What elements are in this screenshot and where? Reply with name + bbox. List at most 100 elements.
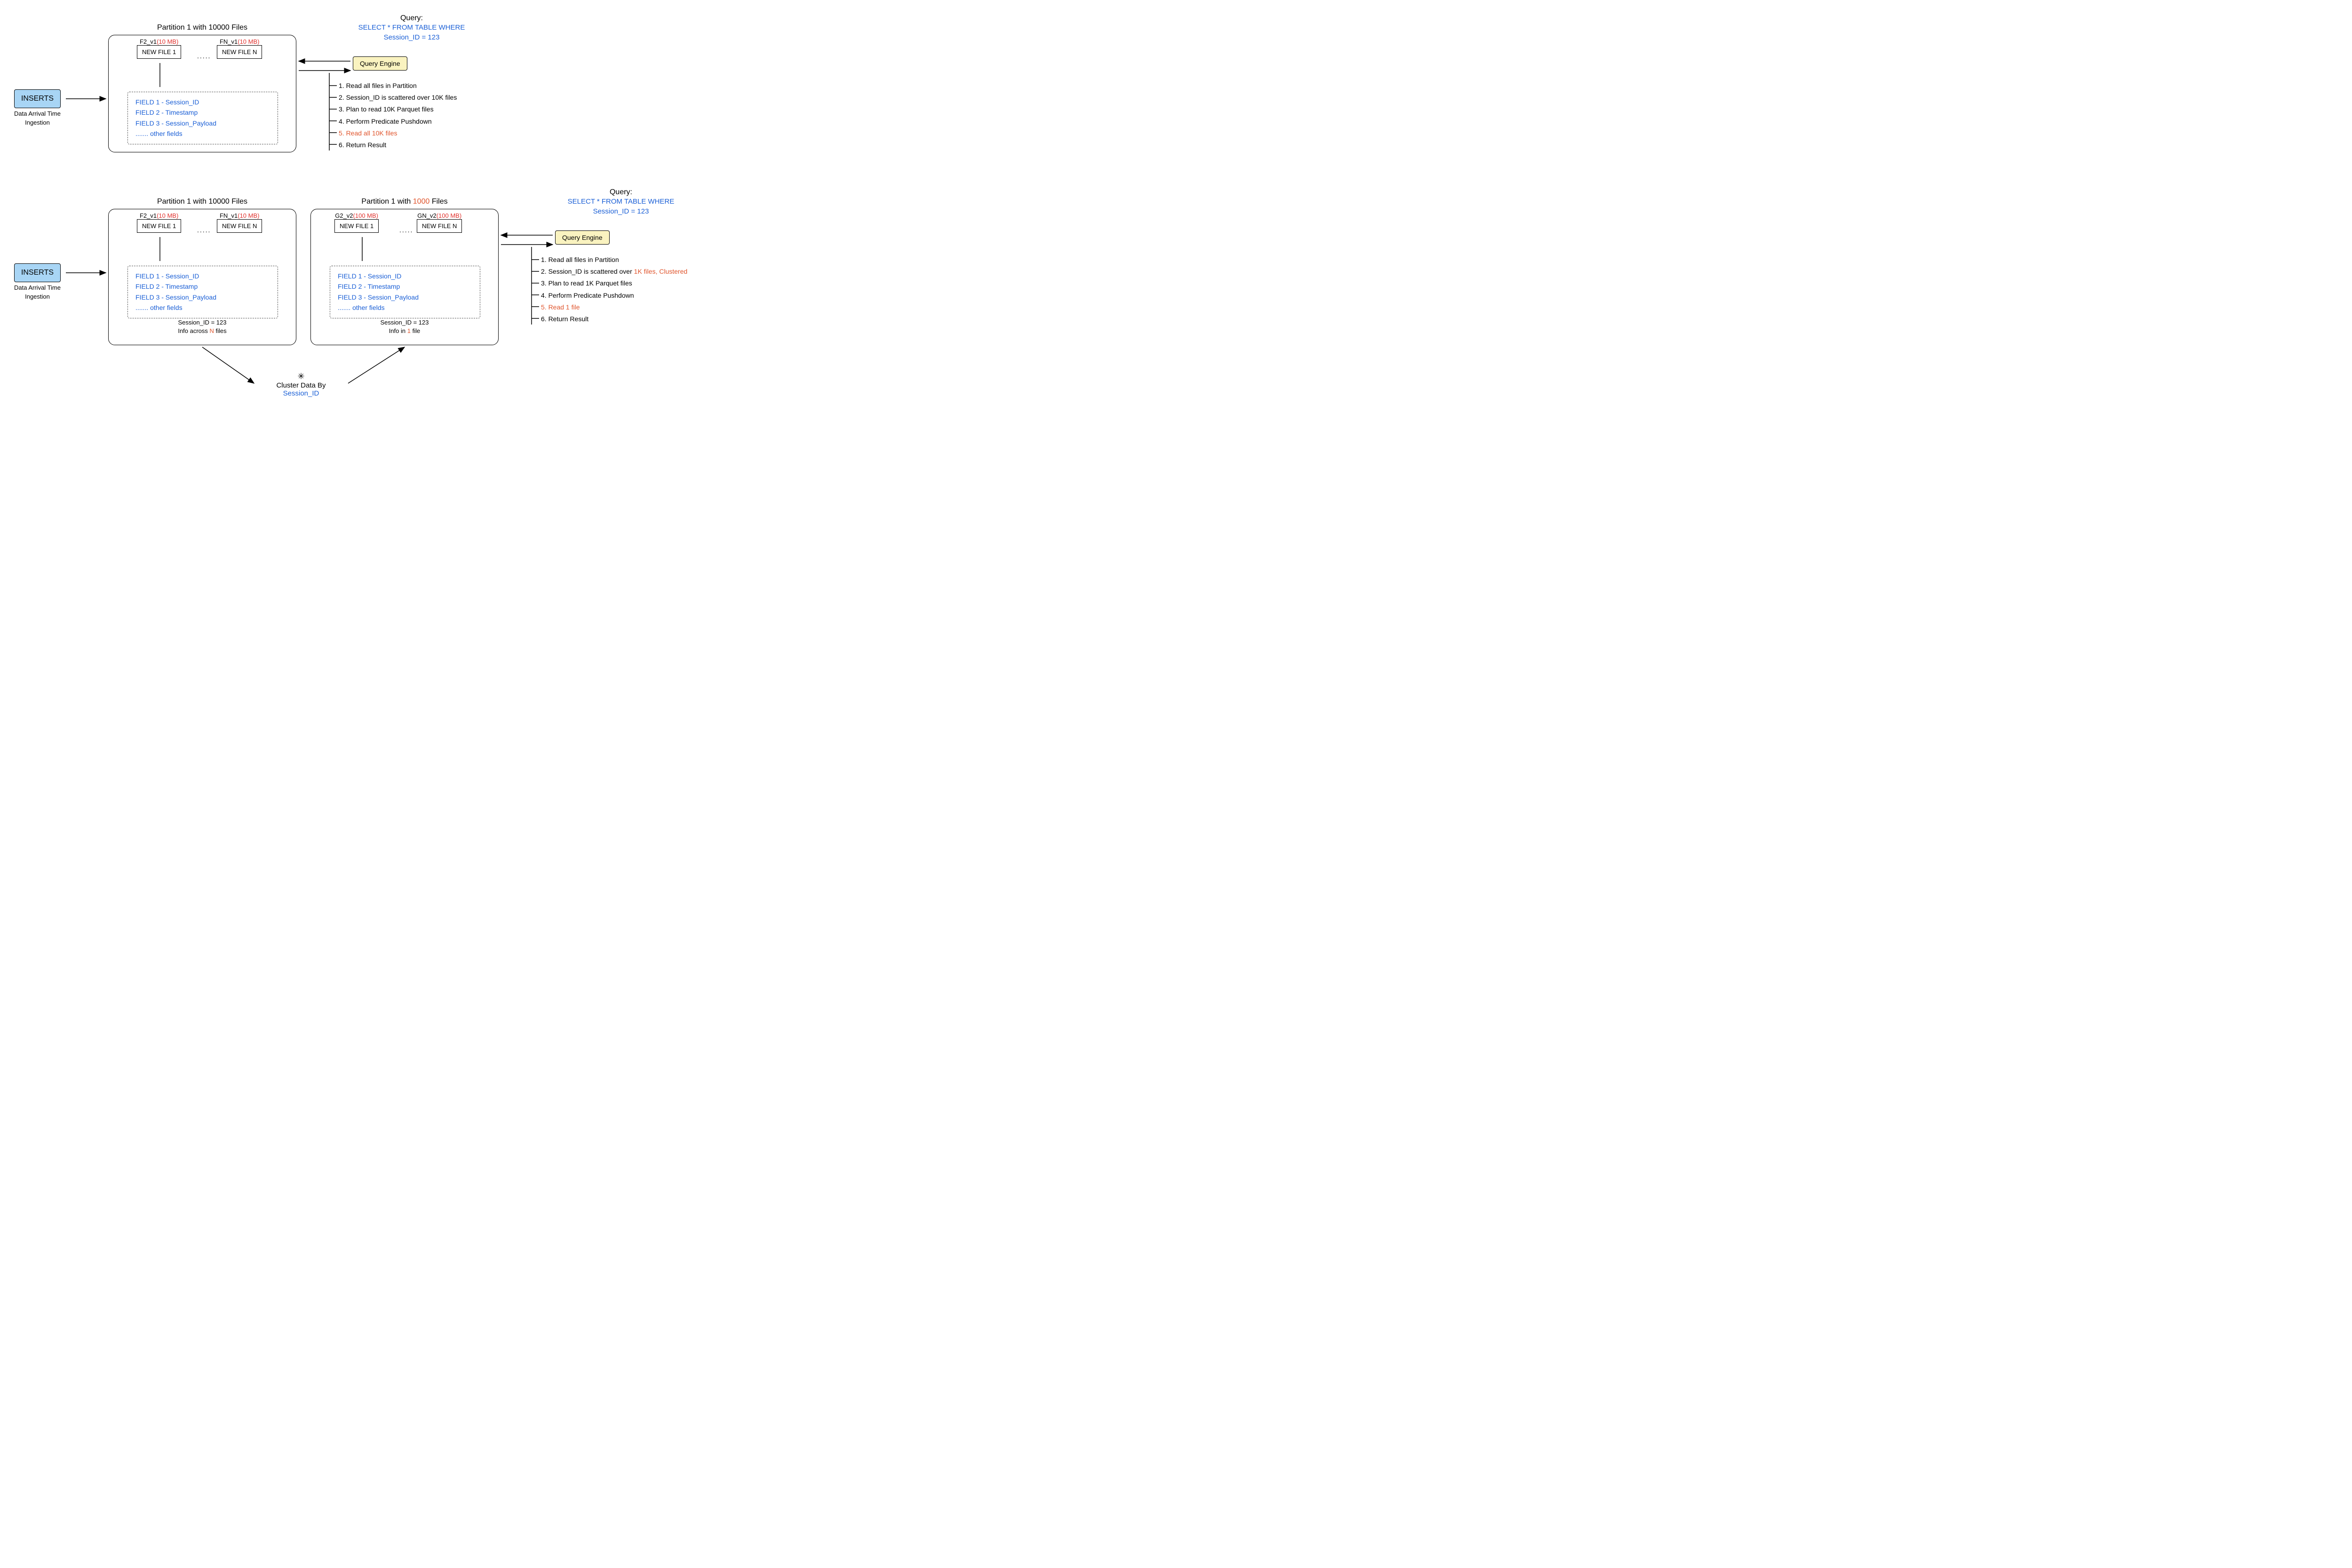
top-query-engine-label: Query Engine xyxy=(360,60,400,67)
bl-filen-box: NEW FILE N xyxy=(217,219,262,233)
top-field-1: FIELD 1 - Session_ID xyxy=(135,97,270,107)
top-field-4: ....... other fields xyxy=(135,128,270,139)
br-partition-title: Partition 1 with 1000 Files xyxy=(310,198,499,206)
top-step-3: 3. Plan to read 10K Parquet files xyxy=(339,103,457,115)
bl-file1-size: (10 MB) xyxy=(157,212,178,219)
bl-field-1: FIELD 1 - Session_ID xyxy=(135,271,270,281)
bl-info-post: files xyxy=(214,327,227,334)
inserts-sub2-b: Ingestion xyxy=(14,293,61,300)
b-step-2: 2. Session_ID is scattered over 1K files… xyxy=(541,266,687,277)
br-info-n: 1 xyxy=(407,327,411,334)
b-step-3: 3. Plan to read 1K Parquet files xyxy=(541,277,687,289)
inserts-group-bottom: INSERTS Data Arrival Time Ingestion xyxy=(14,263,61,300)
br-info-pre: Session_ID = 123 xyxy=(381,319,429,326)
top-field-2: FIELD 2 - Timestamp xyxy=(135,107,270,118)
top-steps: 1. Read all files in Partition 2. Sessio… xyxy=(339,80,457,151)
top-partition-group: Partition 1 with 10000 Files F2_v1(10 MB… xyxy=(108,24,296,152)
top-step-2: 2. Session_ID is scattered over 10K file… xyxy=(339,92,457,103)
br-info: Session_ID = 123 Info in 1 file xyxy=(311,318,498,335)
bottom-query-engine: Query Engine xyxy=(555,230,610,245)
br-file1-label: G2_v2(100 MB) xyxy=(334,212,379,219)
top-file1-label: F2_v1(10 MB) xyxy=(137,38,181,45)
bl-info-n: N xyxy=(210,327,214,334)
inserts-box: INSERTS xyxy=(14,89,61,108)
br-ellipsis: ..... xyxy=(399,226,413,234)
b-step-6: 6. Return Result xyxy=(541,313,687,325)
br-field-4: ....... other fields xyxy=(338,302,472,313)
bottom-query-group: Query: SELECT * FROM TABLE WHERE Session… xyxy=(522,188,720,216)
bl-filen-label: FN_v1(10 MB) xyxy=(217,212,262,219)
bl-info-pre: Session_ID = 123 xyxy=(178,319,227,326)
inserts-sub1-b: Data Arrival Time xyxy=(14,284,61,291)
bl-field-2: FIELD 2 - Timestamp xyxy=(135,281,270,292)
bottom-left-partition-group: Partition 1 with 10000 Files F2_v1(10 MB… xyxy=(108,198,296,345)
top-query-group: Query: SELECT * FROM TABLE WHERE Session… xyxy=(310,14,513,42)
inserts-label: INSERTS xyxy=(21,95,54,103)
cluster-line1: Cluster Data By xyxy=(254,381,348,389)
bottom-sql-line1: SELECT * FROM TABLE WHERE xyxy=(568,198,675,206)
bottom-steps: 1. Read all files in Partition 2. Sessio… xyxy=(541,254,687,325)
b-step-1: 1. Read all files in Partition xyxy=(541,254,687,266)
bottom-query-heading: Query: xyxy=(522,188,720,197)
bl-info: Session_ID = 123 Info across N files xyxy=(109,318,296,335)
inserts-box-bottom: INSERTS xyxy=(14,263,61,282)
bl-info-line: Info across xyxy=(178,327,209,334)
top-step-4: 4. Perform Predicate Pushdown xyxy=(339,116,457,127)
bl-field-4: ....... other fields xyxy=(135,302,270,313)
br-info-post: file xyxy=(411,327,420,334)
top-filen-label: FN_v1(10 MB) xyxy=(217,38,262,45)
bl-file1-label: F2_v1(10 MB) xyxy=(137,212,181,219)
bl-partition-box: F2_v1(10 MB) NEW FILE 1 ..... FN_v1(10 M… xyxy=(108,209,296,345)
top-step-1: 1. Read all files in Partition xyxy=(339,80,457,92)
bl-ellipsis: ..... xyxy=(197,226,211,234)
bl-filen-prefix: FN_v1 xyxy=(220,212,238,219)
top-field-3: FIELD 3 - Session_Payload xyxy=(135,118,270,128)
cluster-icon: ✳ xyxy=(254,372,348,381)
bottom-sql-line2: Session_ID = 123 xyxy=(593,207,649,215)
top-file1-box: NEW FILE 1 xyxy=(137,45,181,59)
bl-field-3: FIELD 3 - Session_Payload xyxy=(135,292,270,302)
top-file1-prefix: F2_v1 xyxy=(140,38,157,45)
bl-file1-box: NEW FILE 1 xyxy=(137,219,181,233)
br-field-2: FIELD 2 - Timestamp xyxy=(338,281,472,292)
bottom-query-sql: SELECT * FROM TABLE WHERE Session_ID = 1… xyxy=(522,197,720,216)
top-filen-box: NEW FILE N xyxy=(217,45,262,59)
inserts-sub1: Data Arrival Time xyxy=(14,110,61,117)
top-files-ellipsis: ..... xyxy=(197,52,211,60)
top-file1-size: (10 MB) xyxy=(157,38,178,45)
top-step-6: 6. Return Result xyxy=(339,139,457,151)
br-fields-box: FIELD 1 - Session_ID FIELD 2 - Timestamp… xyxy=(330,266,480,318)
br-filen-size: (100 MB) xyxy=(437,212,461,219)
br-field-1: FIELD 1 - Session_ID xyxy=(338,271,472,281)
inserts-sub2: Ingestion xyxy=(14,119,61,126)
bottom-query-engine-label: Query Engine xyxy=(562,234,603,241)
top-step-5: 5. Read all 10K files xyxy=(339,127,457,139)
top-partition-box: F2_v1(10 MB) NEW FILE 1 ..... FN_v1(10 M… xyxy=(108,35,296,152)
br-file1-prefix: G2_v2 xyxy=(335,212,353,219)
br-filen-box: NEW FILE N xyxy=(417,219,462,233)
top-query-sql: SELECT * FROM TABLE WHERE Session_ID = 1… xyxy=(310,23,513,42)
top-query-engine: Query Engine xyxy=(353,56,407,71)
top-sql-line2: Session_ID = 123 xyxy=(384,33,440,41)
b-step-4: 4. Perform Predicate Pushdown xyxy=(541,290,687,301)
cluster-line2: Session_ID xyxy=(254,389,348,397)
br-filen-prefix: GN_v2 xyxy=(417,212,436,219)
br-title-hl: 1000 xyxy=(413,198,430,206)
top-filen-size: (10 MB) xyxy=(238,38,259,45)
top-partition-title: Partition 1 with 10000 Files xyxy=(108,24,296,32)
top-query-heading: Query: xyxy=(310,14,513,23)
inserts-group-top: INSERTS Data Arrival Time Ingestion xyxy=(14,89,61,126)
br-partition-box: G2_v2(100 MB) NEW FILE 1 ..... GN_v2(100… xyxy=(310,209,499,345)
diagram-canvas: INSERTS Data Arrival Time Ingestion Part… xyxy=(9,9,724,404)
top-filen-prefix: FN_v1 xyxy=(220,38,238,45)
br-file1-size: (100 MB) xyxy=(353,212,378,219)
br-file1-box: NEW FILE 1 xyxy=(334,219,379,233)
bl-fields-box: FIELD 1 - Session_ID FIELD 2 - Timestamp… xyxy=(127,266,278,318)
top-fields-box: FIELD 1 - Session_ID FIELD 2 - Timestamp… xyxy=(127,92,278,144)
bottom-right-partition-group: Partition 1 with 1000 Files G2_v2(100 MB… xyxy=(310,198,499,345)
bl-filen-size: (10 MB) xyxy=(238,212,259,219)
inserts-label-b: INSERTS xyxy=(21,269,54,277)
br-field-3: FIELD 3 - Session_Payload xyxy=(338,292,472,302)
cluster-label-group: ✳ Cluster Data By Session_ID xyxy=(254,372,348,397)
br-info-line: Info in xyxy=(389,327,407,334)
